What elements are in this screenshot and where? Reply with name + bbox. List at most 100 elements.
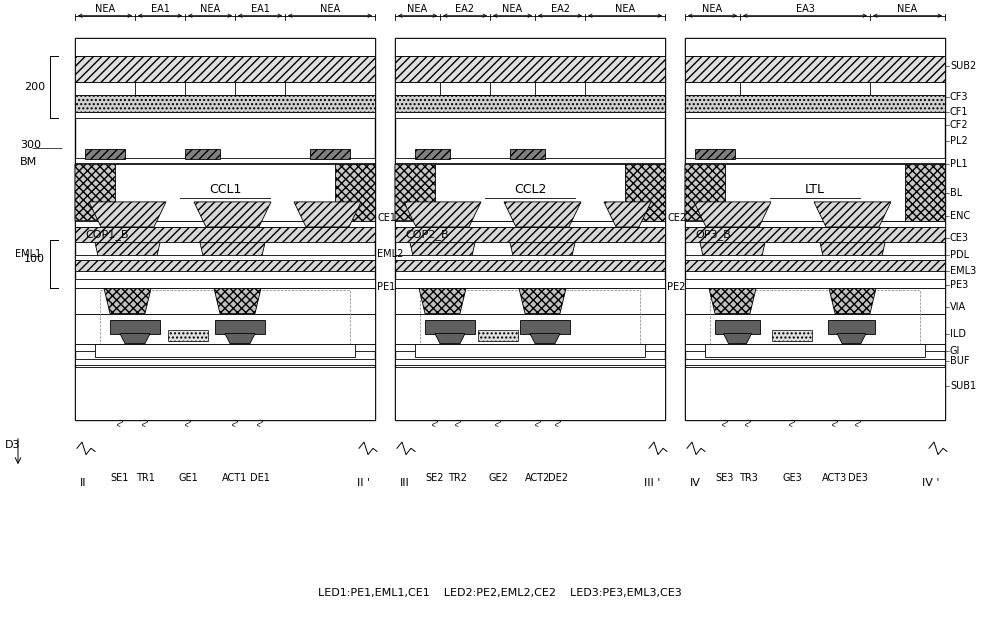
Text: CCL2: CCL2 — [514, 183, 546, 196]
Bar — [395, 82, 440, 95]
Text: NEA: NEA — [502, 4, 523, 14]
Bar — [85, 149, 125, 159]
Text: BUF: BUF — [950, 356, 970, 366]
Text: NEA: NEA — [320, 4, 340, 14]
Bar — [395, 38, 665, 56]
Text: 200: 200 — [24, 82, 45, 92]
Text: EML1: EML1 — [15, 249, 41, 259]
Bar — [685, 359, 945, 365]
Bar — [395, 56, 665, 82]
Polygon shape — [410, 243, 475, 260]
Text: EA2: EA2 — [455, 4, 474, 14]
Bar — [510, 149, 545, 159]
Bar — [685, 367, 945, 420]
Polygon shape — [700, 243, 765, 260]
Text: DE2: DE2 — [548, 473, 568, 483]
Polygon shape — [820, 243, 885, 260]
Bar — [75, 38, 375, 420]
Bar — [685, 112, 945, 118]
Polygon shape — [194, 202, 271, 227]
Text: D3: D3 — [5, 440, 20, 450]
Text: BL: BL — [950, 188, 962, 198]
Bar — [395, 288, 665, 314]
Bar — [695, 149, 735, 159]
Bar — [415, 344, 645, 357]
Bar — [75, 255, 375, 260]
Bar — [685, 38, 945, 420]
Bar — [75, 367, 375, 420]
Text: PL1: PL1 — [950, 159, 968, 169]
Bar — [435, 164, 625, 221]
Text: III ': III ' — [644, 478, 660, 488]
Bar — [75, 82, 135, 95]
Text: SE1: SE1 — [111, 473, 129, 483]
Bar — [75, 112, 375, 118]
Text: IV ': IV ' — [922, 478, 940, 488]
Bar — [75, 314, 375, 344]
Text: NEA: NEA — [407, 4, 428, 14]
Bar — [110, 320, 160, 334]
Text: DE1: DE1 — [250, 473, 270, 483]
Text: II ': II ' — [357, 478, 370, 488]
Polygon shape — [504, 202, 581, 227]
Bar — [75, 95, 375, 112]
Text: 100: 100 — [24, 255, 45, 264]
Bar — [395, 359, 665, 365]
Bar — [828, 320, 875, 334]
Text: EA1: EA1 — [151, 4, 169, 14]
Bar — [685, 279, 945, 288]
Polygon shape — [685, 164, 745, 221]
Text: PDL: PDL — [950, 250, 969, 260]
Bar — [395, 367, 665, 420]
Polygon shape — [724, 334, 752, 344]
Text: ACT1: ACT1 — [222, 473, 248, 483]
Polygon shape — [294, 202, 361, 227]
Bar — [395, 95, 665, 112]
Polygon shape — [604, 202, 651, 227]
Text: ENC: ENC — [950, 211, 970, 221]
Bar — [395, 227, 665, 242]
Bar — [870, 82, 945, 95]
Text: GE2: GE2 — [488, 473, 508, 483]
Bar — [395, 112, 665, 118]
Bar — [395, 38, 665, 420]
Bar — [310, 149, 350, 159]
Bar — [685, 38, 945, 56]
Bar — [285, 82, 375, 95]
Polygon shape — [95, 243, 160, 260]
Bar — [75, 288, 375, 314]
Text: 300: 300 — [20, 140, 41, 150]
Text: ACT2: ACT2 — [525, 473, 551, 483]
Text: SE2: SE2 — [426, 473, 444, 483]
Polygon shape — [404, 202, 481, 227]
Bar — [685, 288, 945, 314]
Polygon shape — [510, 243, 575, 260]
Text: VIA: VIA — [950, 302, 966, 312]
Bar — [415, 149, 450, 159]
Bar — [75, 344, 375, 351]
Bar — [685, 158, 945, 163]
Bar — [685, 221, 945, 227]
Text: TR1: TR1 — [136, 473, 154, 483]
Bar — [725, 164, 905, 221]
Text: PE2: PE2 — [667, 282, 685, 292]
Bar — [705, 344, 925, 357]
Bar — [185, 82, 235, 95]
Bar — [75, 56, 375, 82]
Bar — [585, 82, 665, 95]
Bar — [395, 279, 665, 288]
Text: III: III — [400, 478, 410, 488]
Bar — [395, 56, 665, 82]
Polygon shape — [814, 202, 891, 227]
Bar — [75, 38, 375, 56]
Text: GI: GI — [950, 346, 960, 356]
Bar — [685, 227, 945, 242]
Bar — [685, 56, 945, 82]
Bar — [75, 227, 375, 242]
Text: CF3: CF3 — [950, 92, 968, 102]
Bar — [75, 279, 375, 288]
Text: TR2: TR2 — [448, 473, 468, 483]
Polygon shape — [200, 243, 265, 260]
Polygon shape — [120, 334, 150, 344]
Text: PE3: PE3 — [950, 280, 968, 290]
